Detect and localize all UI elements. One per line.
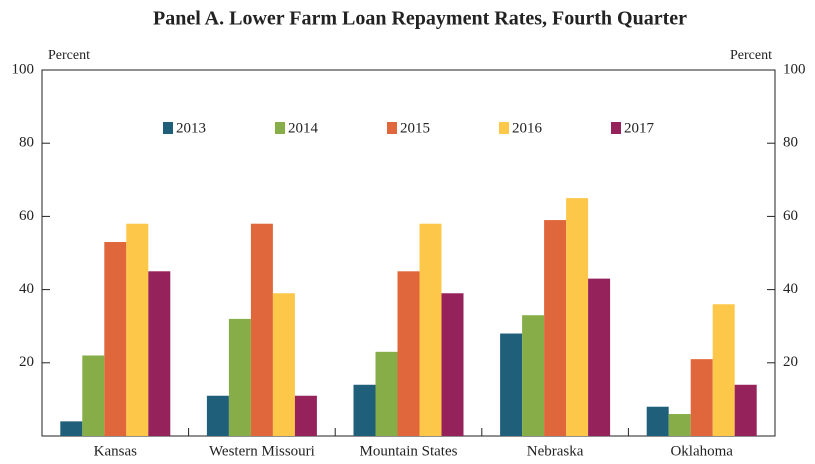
y2-tick-label: 20 [783,354,798,370]
chart-title: Panel A. Lower Farm Loan Repayment Rates… [153,8,687,30]
bar [353,384,376,436]
y2-tick-label: 100 [783,61,806,77]
bar [522,315,545,436]
legend-swatch [163,122,173,134]
bar [104,242,127,436]
y-tick-label: 80 [19,135,34,151]
y-tick-label: 40 [19,281,34,297]
bar [148,271,171,436]
bar [126,223,149,436]
x-tick-label: Mountain States [360,443,458,459]
legend-label: 2015 [400,120,430,136]
bar [588,278,611,436]
x-tick-label: Nebraska [527,443,584,459]
bar [397,271,420,436]
legend-swatch [499,122,509,134]
y-tick-label: 20 [19,354,34,370]
x-tick-label: Oklahoma [670,443,733,459]
bar [734,384,757,436]
legend-label: 2016 [512,120,543,136]
bar [60,421,83,436]
bar [566,198,589,436]
legend-label: 2014 [288,120,319,136]
y2-tick-label: 60 [783,208,798,224]
bar [228,318,251,436]
bar [272,293,295,436]
x-tick-label: Western Missouri [209,443,315,459]
bar [712,304,735,436]
bar [294,395,317,436]
legend-swatch [611,122,621,134]
y-tick-label: 100 [12,61,35,77]
bar [690,359,713,436]
bar [82,355,105,436]
bar [206,395,229,436]
bar [441,293,464,436]
y2-axis-label: Percent [730,48,772,63]
legend-swatch [275,122,285,134]
bar [250,223,273,436]
legend-label: 2013 [176,120,206,136]
bar [419,223,442,436]
bar [375,351,398,436]
y-tick-label: 60 [19,208,34,224]
bar [500,333,523,436]
bar [646,406,669,436]
y2-tick-label: 80 [783,135,798,151]
legend-swatch [387,122,397,134]
legend-label: 2017 [624,120,655,136]
y2-tick-label: 40 [783,281,798,297]
bar [544,220,567,436]
x-tick-label: Kansas [94,443,137,459]
y-axis-label: Percent [48,48,90,63]
bar [668,414,691,436]
